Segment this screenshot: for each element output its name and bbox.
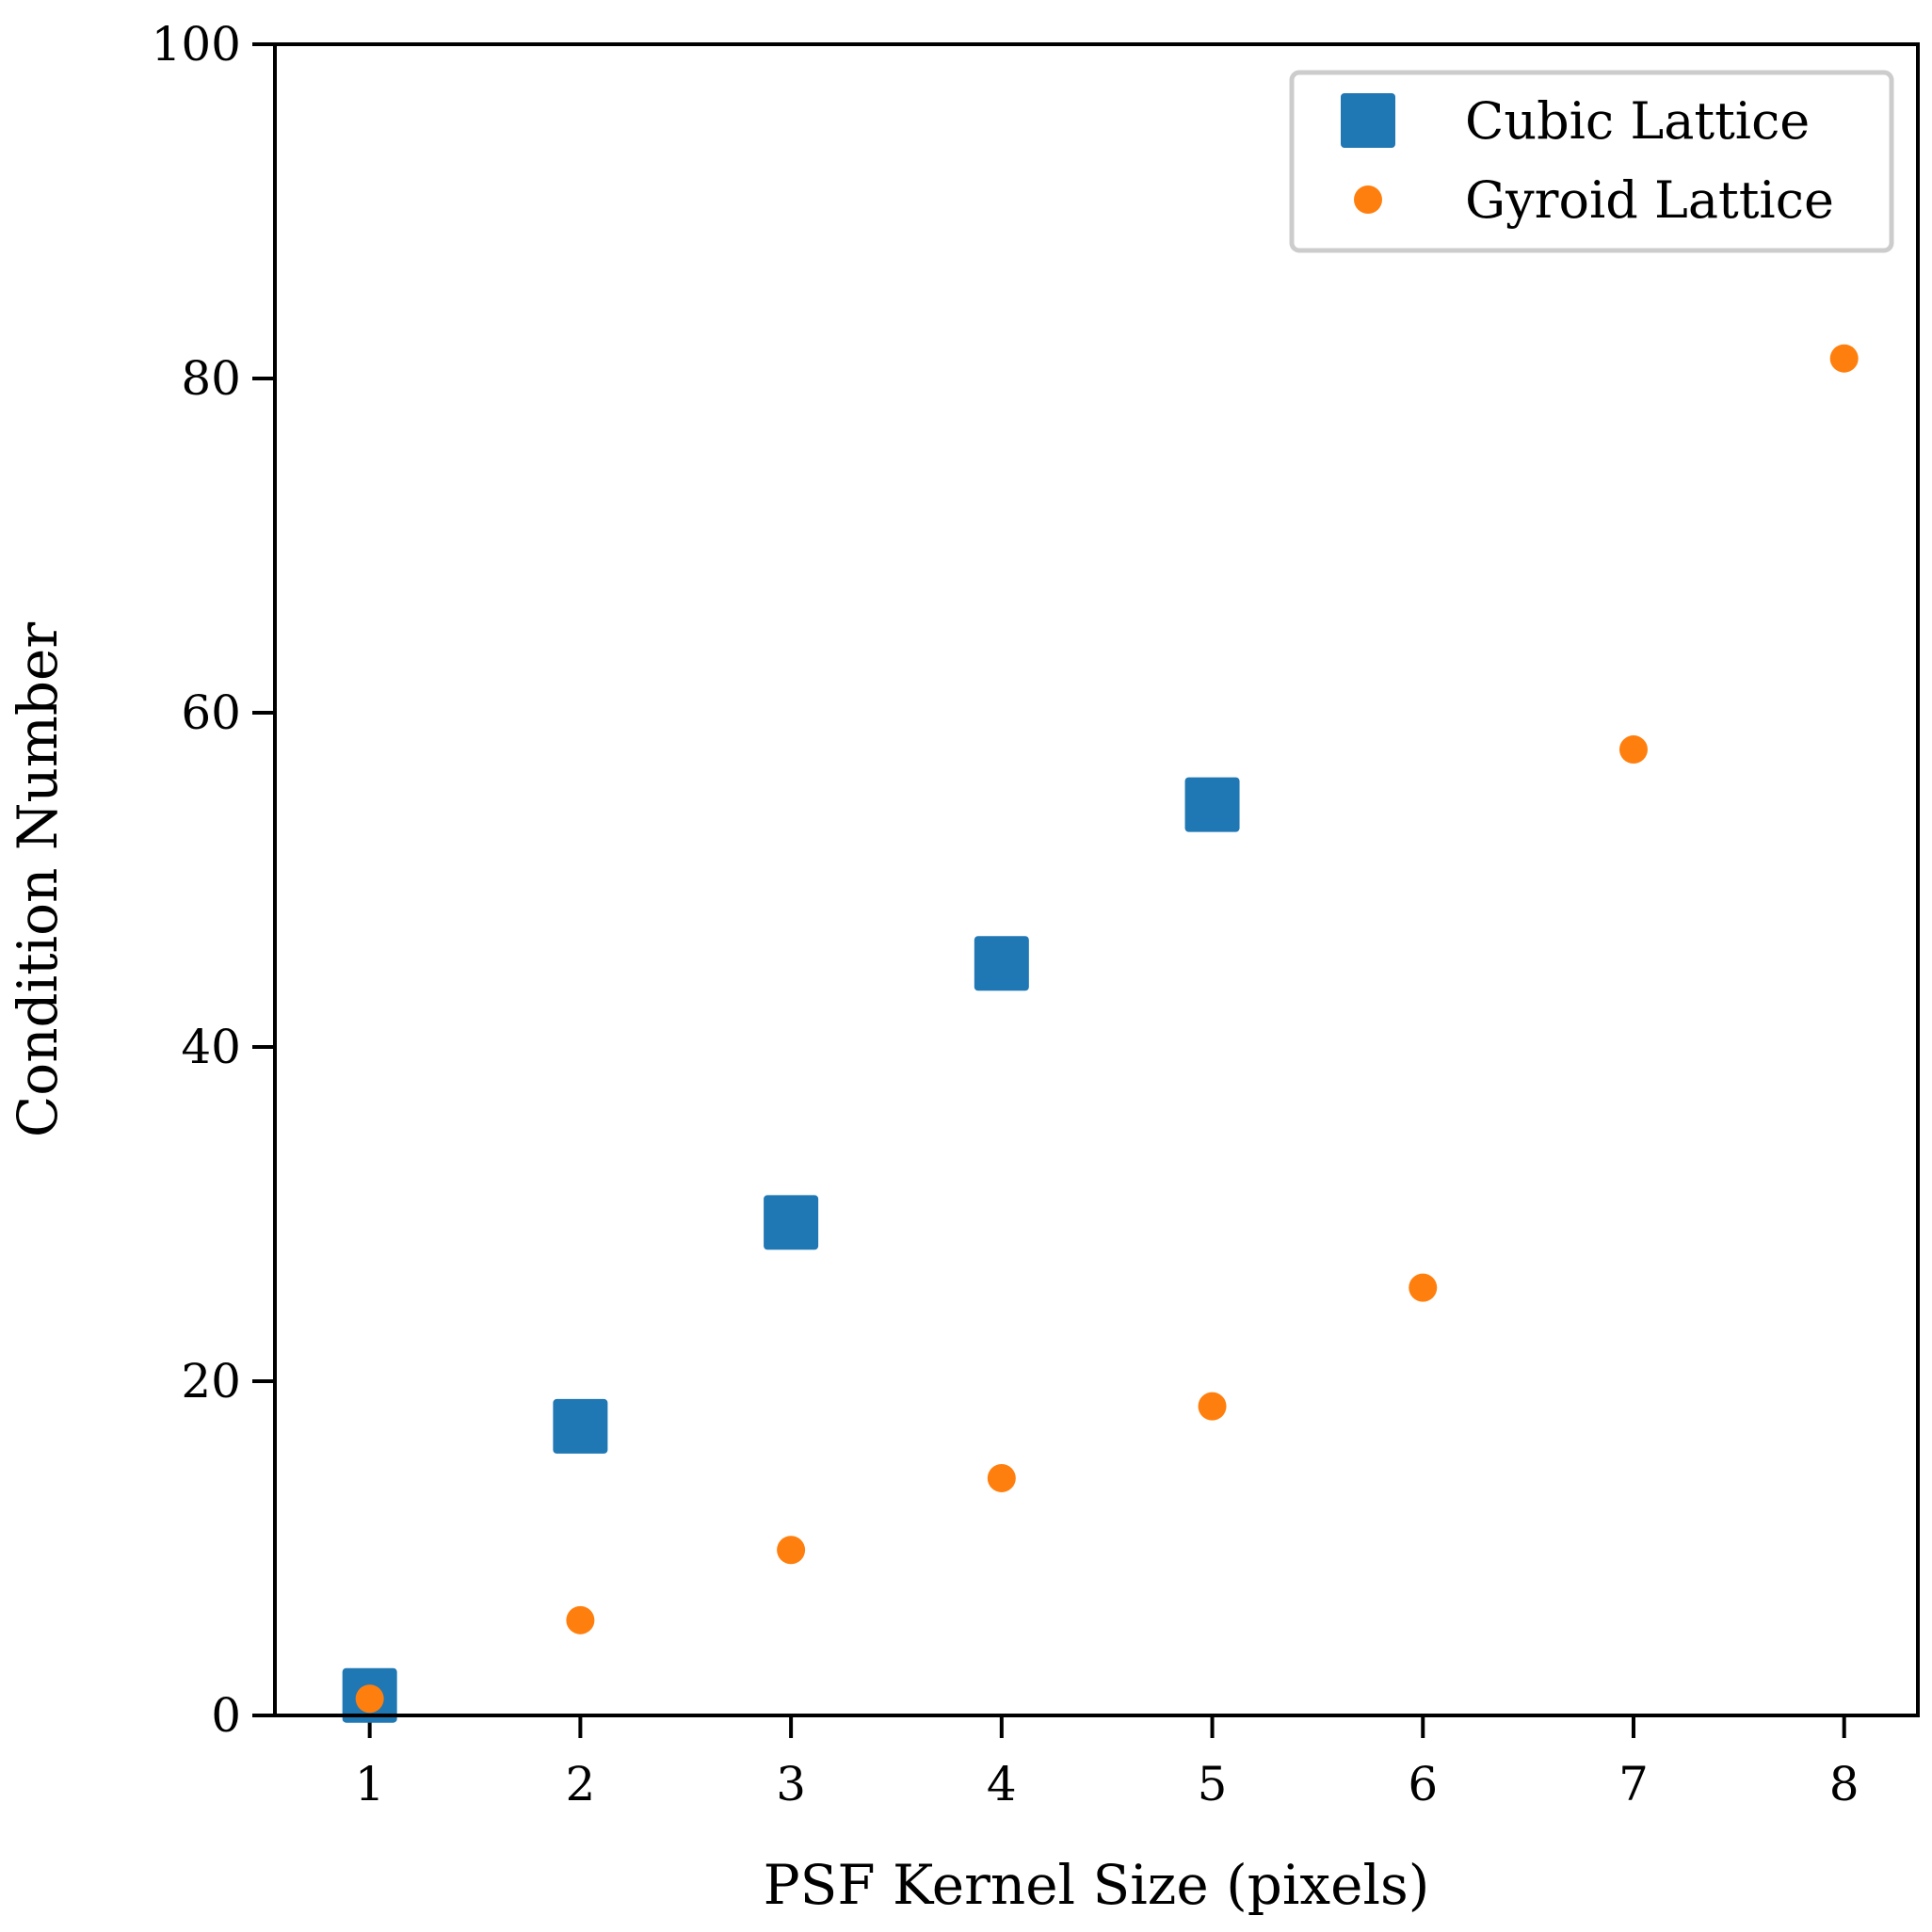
y-tick-label: 40 <box>181 1020 241 1074</box>
gyroid-point <box>777 1536 806 1565</box>
gyroid-point <box>566 1605 595 1634</box>
y-tick-label: 60 <box>181 685 241 740</box>
gyroid-point <box>1198 1392 1227 1421</box>
gyroid-point <box>1829 344 1859 373</box>
gyroid-point <box>1618 735 1648 765</box>
x-tick-label: 6 <box>1408 1757 1438 1811</box>
x-tick-label: 2 <box>565 1757 595 1811</box>
x-axis-ticks: 1 2 3 4 5 6 7 8 <box>355 1715 1860 1811</box>
x-tick-label: 1 <box>355 1757 385 1811</box>
x-tick-label: 8 <box>1829 1757 1860 1811</box>
y-tick-label: 20 <box>181 1354 241 1409</box>
legend-label: Cubic Lattice <box>1465 91 1810 151</box>
plot-frame <box>273 42 1920 1717</box>
x-axis-label: PSF Kernel Size (pixels) <box>764 1853 1430 1917</box>
gyroid-point <box>355 1684 384 1714</box>
legend-square-marker <box>1341 93 1395 148</box>
gyroid-point <box>1409 1273 1438 1302</box>
legend: Cubic Lattice Gyroid Lattice <box>1289 70 1894 253</box>
legend-box <box>1289 70 1894 253</box>
cubic-point <box>974 936 1029 991</box>
y-tick-label: 100 <box>152 17 241 72</box>
x-tick-label: 5 <box>1198 1757 1228 1811</box>
x-tick-label: 7 <box>1618 1757 1649 1811</box>
y-tick-label: 80 <box>181 351 241 406</box>
data-points <box>342 344 1859 1723</box>
gyroid-point <box>987 1463 1016 1492</box>
legend-label: Gyroid Lattice <box>1465 170 1834 230</box>
cubic-point <box>553 1398 608 1454</box>
cubic-point <box>1184 777 1240 832</box>
y-tick-label: 0 <box>211 1688 241 1743</box>
cubic-point <box>764 1195 819 1250</box>
y-axis-label: Condition Number <box>6 622 70 1137</box>
legend-circle-marker <box>1354 185 1382 214</box>
x-tick-label: 3 <box>776 1757 806 1811</box>
x-tick-label: 4 <box>987 1757 1017 1811</box>
y-axis-ticks: 0 20 40 60 80 100 <box>152 17 275 1743</box>
